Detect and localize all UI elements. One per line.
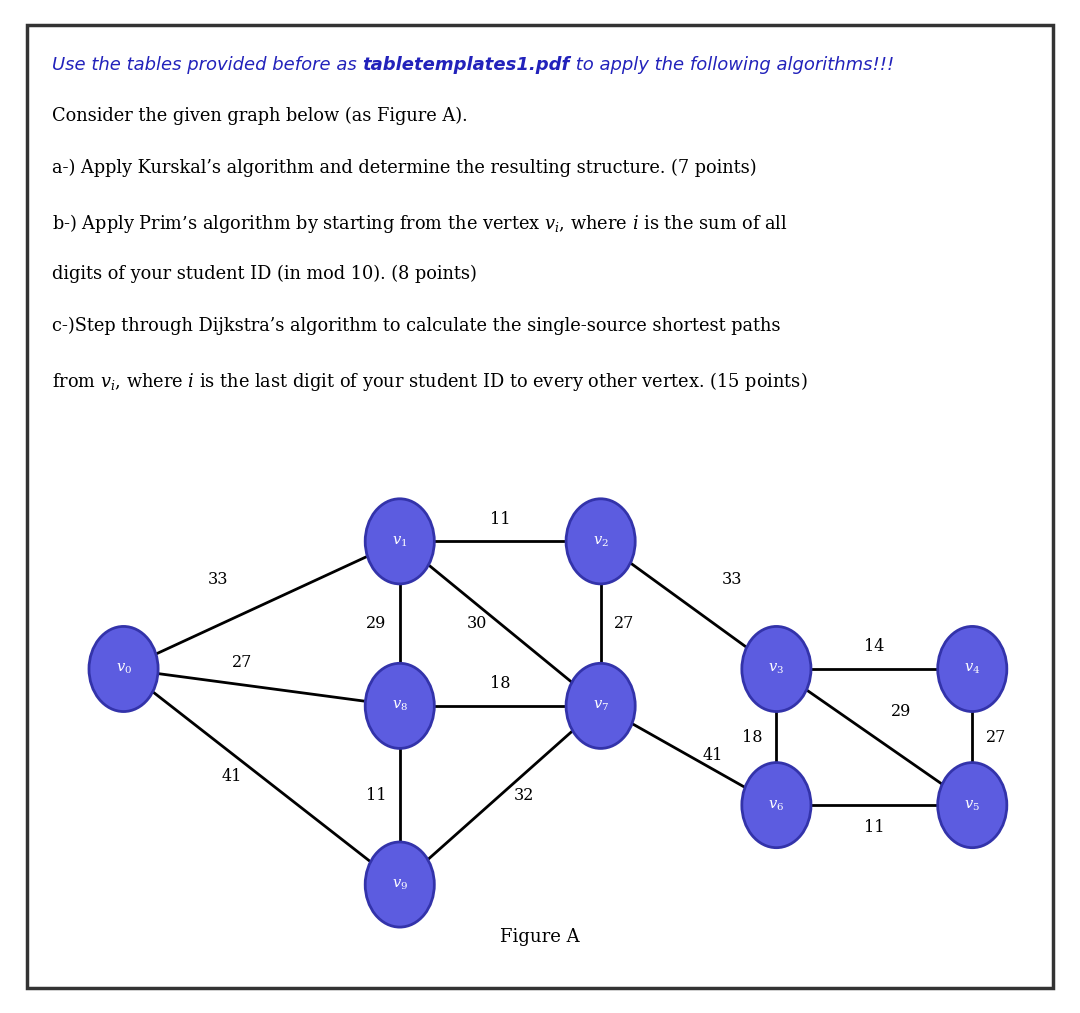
Text: 32: 32 xyxy=(514,787,535,803)
Text: tabletemplates1.pdf: tabletemplates1.pdf xyxy=(363,56,570,74)
Text: 29: 29 xyxy=(366,615,387,632)
Text: $v_{0}$: $v_{0}$ xyxy=(116,661,132,677)
Text: 18: 18 xyxy=(742,728,762,746)
Text: 29: 29 xyxy=(891,703,912,720)
Text: Use the tables provided before as: Use the tables provided before as xyxy=(52,56,363,74)
Text: 11: 11 xyxy=(864,819,885,836)
Ellipse shape xyxy=(365,498,434,583)
Text: from $v_i$, where $i$ is the last digit of your student ID to every other vertex: from $v_i$, where $i$ is the last digit … xyxy=(52,370,808,393)
Text: digits of your student ID (in mod 10). (8 points): digits of your student ID (in mod 10). (… xyxy=(52,264,476,283)
Text: 27: 27 xyxy=(986,728,1007,746)
Text: 14: 14 xyxy=(864,638,885,655)
Ellipse shape xyxy=(365,842,434,927)
Text: $v_{4}$: $v_{4}$ xyxy=(964,661,981,677)
Text: a-) Apply Kurskal’s algorithm and determine the resulting structure. (7 points): a-) Apply Kurskal’s algorithm and determ… xyxy=(52,159,756,177)
Text: 30: 30 xyxy=(467,615,487,632)
Text: 27: 27 xyxy=(615,615,635,632)
Ellipse shape xyxy=(937,626,1007,711)
Text: Figure A: Figure A xyxy=(500,928,580,946)
Text: $v_{8}$: $v_{8}$ xyxy=(392,698,408,713)
Text: $v_{6}$: $v_{6}$ xyxy=(768,797,784,812)
Text: 27: 27 xyxy=(232,653,253,671)
Text: Consider the given graph below (as Figure A).: Consider the given graph below (as Figur… xyxy=(52,106,468,125)
Text: to apply the following algorithms!!!: to apply the following algorithms!!! xyxy=(570,56,894,74)
Text: $v_{2}$: $v_{2}$ xyxy=(593,534,608,549)
Ellipse shape xyxy=(937,763,1007,848)
Text: $v_{7}$: $v_{7}$ xyxy=(593,698,609,713)
Ellipse shape xyxy=(89,626,158,711)
Text: 33: 33 xyxy=(208,571,229,589)
Text: $v_{1}$: $v_{1}$ xyxy=(392,534,407,549)
Ellipse shape xyxy=(566,498,635,583)
Text: $v_{5}$: $v_{5}$ xyxy=(964,797,981,812)
Ellipse shape xyxy=(566,664,635,749)
Text: $v_{9}$: $v_{9}$ xyxy=(392,877,408,892)
Ellipse shape xyxy=(742,626,811,711)
Text: 11: 11 xyxy=(490,511,511,528)
Text: 11: 11 xyxy=(366,787,387,803)
Text: b-) Apply Prim’s algorithm by starting from the vertex $v_i$, where $i$ is the s: b-) Apply Prim’s algorithm by starting f… xyxy=(52,212,787,235)
Ellipse shape xyxy=(742,763,811,848)
Text: 18: 18 xyxy=(490,675,511,692)
Text: 41: 41 xyxy=(221,768,242,785)
Text: c-)Step through Dijkstra’s algorithm to calculate the single-source shortest pat: c-)Step through Dijkstra’s algorithm to … xyxy=(52,317,781,335)
Text: 33: 33 xyxy=(721,571,742,589)
Text: $v_{3}$: $v_{3}$ xyxy=(768,661,784,677)
FancyBboxPatch shape xyxy=(27,25,1053,988)
Text: 41: 41 xyxy=(702,747,723,764)
Ellipse shape xyxy=(365,664,434,749)
